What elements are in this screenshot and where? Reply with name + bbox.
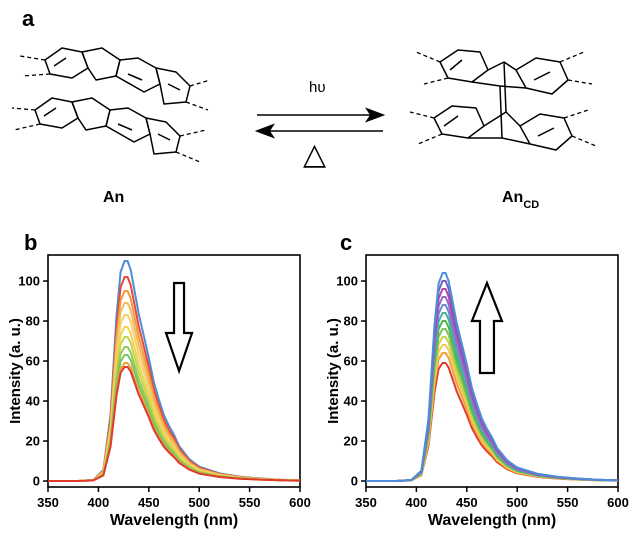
x-tick-label: 550 <box>557 495 579 510</box>
anthracene-photodimer-structure <box>409 49 597 151</box>
x-tick-label: 400 <box>88 495 110 510</box>
y-tick-label: 60 <box>26 354 40 369</box>
plot-frame <box>365 254 619 488</box>
down-arrow <box>164 281 194 375</box>
up-arrow <box>470 280 504 375</box>
anthracene-dimer-structure <box>11 47 211 163</box>
x-axis-title: Wavelength (nm) <box>110 512 238 529</box>
equilibrium-arrows <box>254 107 386 139</box>
reverse-condition-symbol: △ <box>303 138 327 171</box>
spectrum-line <box>48 366 300 482</box>
forward-arrowhead <box>364 107 386 123</box>
spectrum-line <box>48 362 300 482</box>
y-tick-label: 100 <box>18 274 40 289</box>
panel-letter-a: a <box>22 6 35 31</box>
y-tick-label: 60 <box>344 354 358 369</box>
y-tick-label: 100 <box>336 274 358 289</box>
y-tick-label: 0 <box>33 474 40 489</box>
spectrum-line <box>366 272 618 482</box>
x-tick-label: 550 <box>239 495 261 510</box>
reverse-arrowhead <box>254 123 276 139</box>
x-tick-label: 450 <box>456 495 478 510</box>
label-ancd-main: An <box>502 189 524 206</box>
chart-c: 0 20 40 60 80 100 350 400 450 500 550 600 Wavelength… <box>325 254 629 529</box>
y-tick-label: 40 <box>344 394 358 409</box>
label-an: An <box>103 189 125 206</box>
panel-letter-c: c <box>340 230 353 255</box>
label-ancd: AnCD <box>502 189 540 212</box>
chart-b: 0 20 40 60 80 100 350 400 450 500 550 600 Wavelength… <box>7 254 311 529</box>
x-tick-label: 350 <box>355 495 377 510</box>
x-tick-label: 400 <box>406 495 428 510</box>
series-group <box>48 260 300 482</box>
series-group <box>366 272 618 482</box>
label-ancd-sub: CD <box>523 199 540 212</box>
y-axis-title: Intensity (a. u.) <box>325 318 342 424</box>
spectrum-line <box>366 362 618 482</box>
y-tick-label: 0 <box>351 474 358 489</box>
x-tick-label: 600 <box>289 495 311 510</box>
x-axis-title: Wavelength (nm) <box>428 512 556 529</box>
y-tick-label: 80 <box>26 314 40 329</box>
y-tick-label: 20 <box>26 434 40 449</box>
y-tick-label: 40 <box>26 394 40 409</box>
x-tick-label: 450 <box>138 495 160 510</box>
spectrum-line <box>48 346 300 482</box>
y-axis-title: Intensity (a. u.) <box>7 318 24 424</box>
x-tick-label: 500 <box>506 495 528 510</box>
x-tick-label: 500 <box>188 495 210 510</box>
x-tick-label: 350 <box>37 495 59 510</box>
y-tick-label: 20 <box>344 434 358 449</box>
spectrum-line <box>48 354 300 482</box>
forward-condition-label: hυ <box>309 79 326 96</box>
y-tick-label: 80 <box>344 314 358 329</box>
x-tick-label: 600 <box>607 495 629 510</box>
panel-letter-b: b <box>24 230 38 255</box>
plot-frame <box>47 254 301 488</box>
